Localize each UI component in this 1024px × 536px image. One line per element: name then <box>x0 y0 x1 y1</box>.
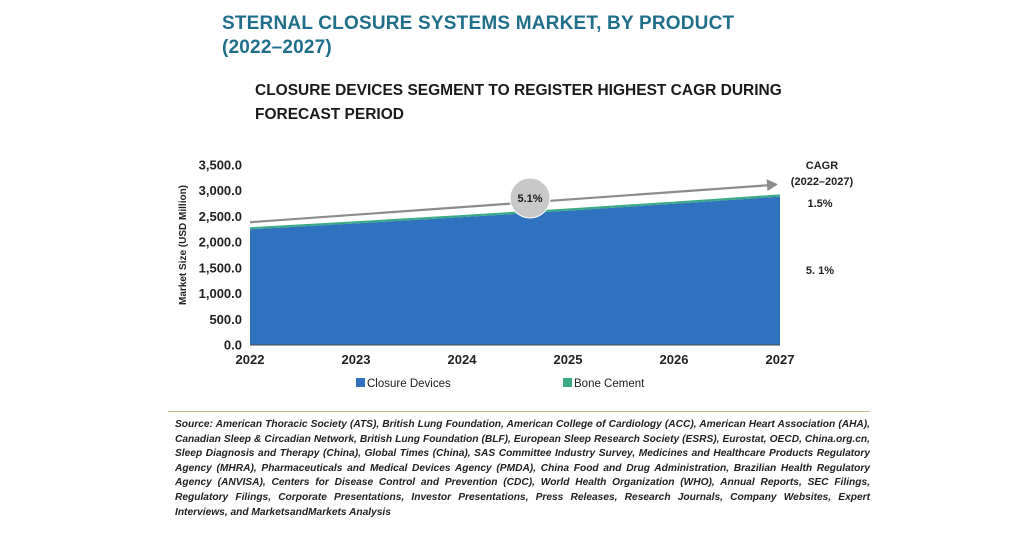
y-tick-label: 1,000.0 <box>199 286 242 301</box>
y-tick-label: 2,500.0 <box>199 209 242 224</box>
legend-label: Bone Cement <box>574 378 645 390</box>
x-tick-label: 2027 <box>766 352 795 367</box>
y-tick-label: 0.0 <box>224 338 242 353</box>
cagr-bubble <box>509 177 551 219</box>
x-tick-label: 2026 <box>660 352 689 367</box>
y-tick-label: 3,500.0 <box>199 158 242 173</box>
cagr-value: 5. 1% <box>806 265 834 277</box>
source-divider <box>168 411 870 412</box>
y-tick-label: 2,000.0 <box>199 235 242 250</box>
cagr-header-line1: CAGR <box>806 160 838 172</box>
y-tick-label: 500.0 <box>209 312 242 327</box>
x-tick-label: 2023 <box>342 352 371 367</box>
cagr-header-line2: (2022–2027) <box>791 176 854 188</box>
chart-title-line1: STERNAL CLOSURE SYSTEMS MARKET, BY PRODU… <box>222 13 735 34</box>
legend-swatch <box>356 378 365 387</box>
legend-label: Closure Devices <box>367 378 451 390</box>
y-tick-label: 3,000.0 <box>199 183 242 198</box>
legend-swatch <box>563 378 572 387</box>
chart-subtitle: CLOSURE DEVICES SEGMENT TO REGISTER HIGH… <box>255 79 815 127</box>
y-tick-label: 1,500.0 <box>199 260 242 275</box>
y-axis-label: Market Size (USD Million) <box>178 185 189 305</box>
cagr-bubble-label: 5.1% <box>517 193 542 205</box>
area-chart: 3,500.0 3,000.0 2,500.0 2,000.0 1,500.0 1,000… <box>178 158 854 391</box>
chart-subtitle-line2: FORECAST PERIOD <box>255 106 404 123</box>
x-tick-label: 2024 <box>448 352 478 367</box>
chart-title-line2: (2022–2027) <box>222 37 332 58</box>
cagr-value: 1.5% <box>807 198 832 210</box>
chart-title: STERNAL CLOSURE SYSTEMS MARKET, BY PRODU… <box>222 12 734 60</box>
source-note: Source: American Thoracic Society (ATS),… <box>175 419 870 518</box>
x-tick-label: 2022 <box>236 352 265 367</box>
area-series-1 <box>250 196 780 345</box>
trend-arrow-head <box>766 179 778 192</box>
chart-subtitle-line1: CLOSURE DEVICES SEGMENT TO REGISTER HIGH… <box>255 82 782 99</box>
x-tick-label: 2025 <box>554 352 583 367</box>
